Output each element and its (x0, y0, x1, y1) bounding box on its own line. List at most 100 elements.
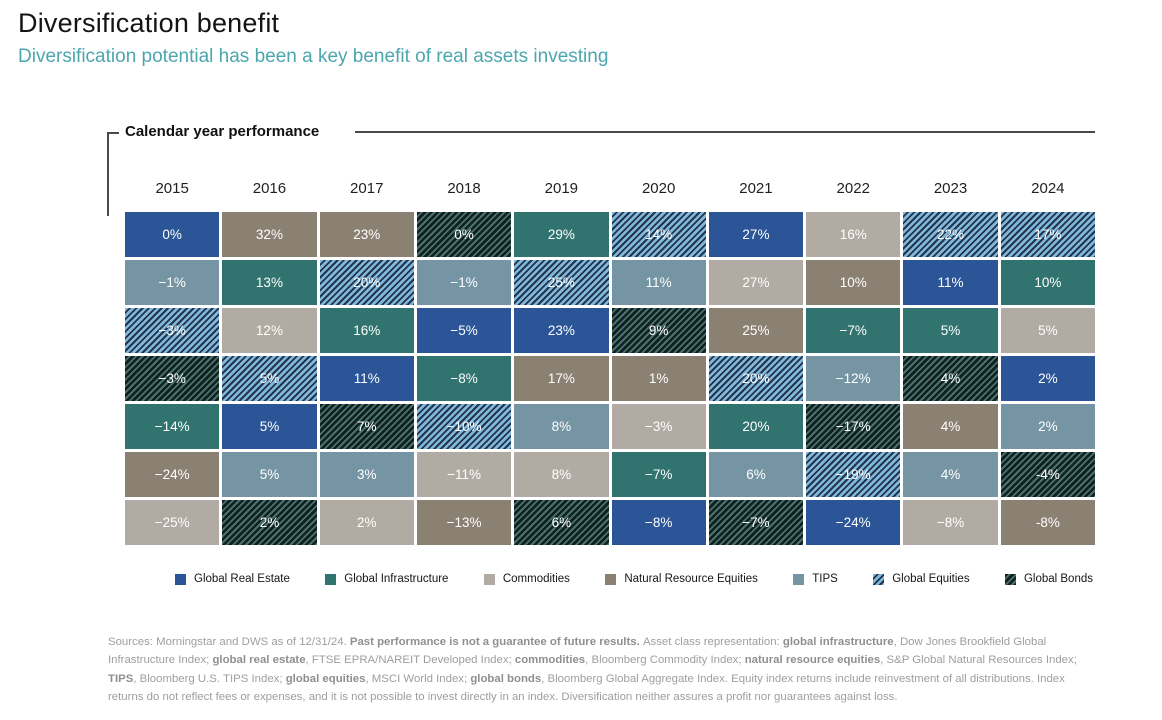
legend-swatch-icon (483, 573, 495, 585)
performance-cell: 29% (514, 212, 609, 257)
footnote-segment: global real estate (212, 654, 306, 667)
performance-cell: 8% (514, 452, 609, 497)
year-label: 2016 (252, 180, 287, 197)
footnote-segment: TIPS (108, 672, 134, 685)
legend: Global Real Estate Global Infrastructure C… (175, 573, 1093, 585)
legend-item: Natural Resource Equities (605, 573, 758, 585)
footnote: Sources: Morningstar and DWS as of 12/31… (108, 633, 1088, 707)
performance-cell: −11% (416, 452, 512, 497)
performance-cell: 13% (222, 260, 317, 305)
performance-cell: −5% (416, 308, 512, 353)
year-label: 2015 (155, 180, 189, 197)
performance-cell: 5% (222, 452, 317, 497)
performance-panel: Calendar year performance 2015 2016 2017 20… (107, 123, 1095, 585)
performance-cell: −8% (416, 356, 512, 401)
performance-cell: -4% (1000, 452, 1095, 497)
legend-swatch-icon (175, 573, 186, 585)
performance-cell: −8% (903, 500, 998, 545)
performance-cell: 0% (125, 212, 220, 257)
performance-cell: 2% (222, 500, 317, 545)
performance-cell: −24% (125, 452, 220, 497)
footnote-segment: , Dow Jones Brookfield Global Infrastruc… (108, 636, 1047, 667)
legend-item: Global Equities (873, 573, 970, 585)
footnote-segment: Past performance is not a guarantee of f… (349, 636, 643, 648)
performance-cell: −13% (416, 500, 512, 545)
performance-cell: −14% (125, 404, 220, 449)
performance-cell: 5% (222, 404, 317, 449)
footnote-segment: Asset class representation: (642, 636, 783, 648)
year-label: 2022 (836, 180, 870, 197)
performance-cell: 25% (708, 308, 804, 353)
performance-cell: −3% (125, 356, 220, 401)
performance-cell: 27% (708, 212, 804, 257)
footnote-segment: , S&P Global Natural Resources Index; (880, 654, 1077, 667)
legend-item: TIPS (793, 573, 838, 585)
performance-cell: −12% (806, 356, 901, 401)
performance-cell: 2% (319, 500, 414, 545)
performance-cell: −3% (125, 308, 220, 353)
legend-swatch-icon (605, 573, 617, 585)
performance-cell: 5% (1000, 308, 1095, 353)
performance-cell: 9% (611, 308, 706, 353)
footnote-segment: Sources: Morningstar and DWS as of 12/31… (108, 636, 350, 648)
performance-cell: 10% (806, 260, 901, 305)
performance-cell: −7% (806, 308, 901, 353)
performance-cell: 16% (319, 308, 414, 353)
legend-item: Commodities (483, 573, 570, 585)
footnote-segment: , Bloomberg Global Aggregate Index. Equi… (108, 672, 1065, 704)
performance-cell: 7% (319, 404, 414, 449)
legend-label: Natural Resource Equities (624, 573, 758, 585)
year-label: 2023 (933, 180, 968, 197)
performance-cell: 6% (708, 452, 804, 497)
legend-swatch-icon (793, 573, 805, 585)
panel-title: Calendar year performance (125, 123, 320, 140)
year-label: 2024 (1031, 180, 1065, 197)
performance-cell: 4% (903, 356, 998, 401)
performance-cell: 5% (222, 356, 317, 401)
legend-item: Global Real Estate (175, 573, 290, 585)
performance-cell: −1% (125, 260, 220, 305)
performance-grid: 0% −1% −3% −3% −14% −24% −25% 32% 13% 12% 5% 5% 5% 2%… (125, 212, 1095, 545)
legend-label: Global Infrastructure (344, 573, 449, 585)
performance-cell: 11% (611, 260, 706, 305)
year-label: 2020 (641, 180, 676, 197)
performance-cell: −17% (806, 404, 901, 449)
year-label: 2017 (350, 180, 384, 197)
performance-cell: 23% (514, 308, 609, 353)
bracket-line (107, 132, 109, 216)
performance-cell: 11% (319, 356, 414, 401)
performance-cell: −24% (806, 500, 901, 545)
performance-cell: 8% (514, 404, 609, 449)
performance-cell: 14% (611, 212, 706, 257)
footnote-segment: , Bloomberg Commodity Index; (585, 654, 745, 667)
performance-cell: 2% (1000, 356, 1095, 401)
performance-cell: 23% (319, 212, 414, 257)
year-label: 2019 (544, 180, 579, 197)
footnote-segment: global infrastructure (782, 636, 894, 648)
performance-cell: 17% (1000, 212, 1095, 257)
years-row: 2015 2016 2017 2018 2019 2020 2021 2022 2023 2024 (125, 180, 1095, 197)
performance-cell: 22% (903, 212, 998, 257)
performance-cell: −3% (611, 404, 706, 449)
footnote-segment: commodities (514, 654, 586, 667)
performance-cell: 4% (903, 404, 998, 449)
legend-label: Global Bonds (1023, 573, 1093, 585)
footnote-segment: , MSCI World Index; (365, 672, 471, 685)
performance-cell: −19% (806, 452, 901, 497)
legend-label: Commodities (502, 573, 570, 585)
performance-cell: −8% (611, 500, 706, 545)
legend-label: Global Equities (892, 573, 970, 585)
performance-cell: 27% (708, 260, 804, 305)
legend-swatch-icon (873, 573, 885, 585)
performance-cell: 20% (708, 356, 804, 401)
year-label: 2018 (447, 180, 481, 197)
legend-swatch-icon (1004, 573, 1016, 585)
performance-cell: 25% (514, 260, 609, 305)
performance-cell: 16% (806, 212, 901, 257)
performance-cell: 4% (903, 452, 998, 497)
performance-cell: 20% (708, 404, 804, 449)
performance-cell: −10% (416, 404, 512, 449)
performance-cell: −25% (125, 500, 220, 545)
legend-item: Global Bonds (1004, 573, 1093, 585)
